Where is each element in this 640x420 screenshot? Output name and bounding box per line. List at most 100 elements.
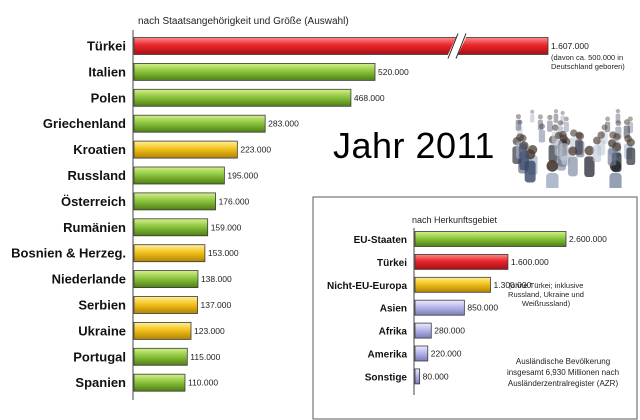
value-label-ukraine: 123.000 [194,326,225,336]
crowd-figure-head [546,160,559,172]
crowd-figure-head [551,124,559,131]
inset-value-label-asien: 850.000 [467,303,498,313]
category-label-bosnien-herzeg: Bosnien & Herzeg. [11,246,126,261]
axis-break-line [455,33,467,59]
crowd-figure-body [567,156,578,177]
value-label-rumaenien: 159.000 [211,222,242,232]
category-label-griechenland: Griechenland [43,116,126,131]
bar-portugal [133,347,188,366]
inset-footnote-line: Ausländerzentralregister (AZR) [508,379,619,388]
inset-chart-bars: EU-Staaten 2.600.000 Türkei 1.600.000 Nicht-… [327,231,619,388]
value-label-tuerkei: 1.607.000 [551,41,589,51]
crowd-figure-head [538,123,545,130]
crowd-figure-body [559,143,569,161]
crowd-figure-body [592,145,602,163]
crowd-figure-body [538,129,546,143]
inset-footnote-line: insgesamt 6,930 Millionen nach [507,368,619,377]
crowd-figure-head [530,109,535,114]
category-label-tuerkei: Türkei [87,39,126,54]
crowd-figure-head [575,131,583,139]
bar-bosnien-herzeg [133,244,206,263]
annotation-line: Deutschland geboren) [551,62,625,71]
category-label-russland: Russland [67,168,126,183]
inset-value-label-eu-staaten: 2.600.000 [569,234,607,244]
axis-break-gap [446,34,468,58]
crowd-figure-body [530,114,535,123]
inset-bar-amerika [414,345,429,362]
value-label-italien: 520.000 [378,67,409,77]
crowd-figure-head [560,110,565,116]
inset-annotation-line: Russland, Ukraine und [508,290,584,299]
bar-polen [133,88,352,107]
bar-oesterreich [133,192,216,211]
inset-category-label-tuerkei: Türkei [377,258,407,269]
year-label: Jahr 2011 [333,125,495,166]
inset-category-label-nicht-eu-europa: Nicht-EU-Europa [327,281,407,292]
inset-category-label-asien: Asien [380,304,407,315]
category-label-niederlande: Niederlande [52,272,126,287]
value-label-portugal: 115.000 [190,352,220,362]
inset-bar-tuerkei [414,253,509,270]
inset-category-label-eu-staaten: EU-Staaten [354,235,407,246]
category-label-italien: Italien [88,64,126,79]
category-label-polen: Polen [91,90,126,105]
crowd-figure-body [547,120,553,132]
category-label-ukraine: Ukraine [78,323,126,338]
crowd-figure-body [626,147,636,166]
inset-bar-sonstige [414,368,421,385]
bar-niederlande [133,270,199,289]
bar-tuerkei [133,37,549,55]
bar-griechenland [133,114,266,133]
main-chart-title: nach Staatsangehörigkeit und Größe (Ausw… [138,16,349,27]
crowd-figure-head [615,120,622,127]
main-chart: nach Staatsangehörigkeit und Größe (Ausw… [11,16,625,400]
crowd-figure-head [593,136,601,145]
bar-kroatien [133,140,238,159]
category-label-serbien: Serbien [78,298,126,313]
crowd-figure-head [553,109,559,114]
inset-value-label-nicht-eu-europa: 1.300.000 [494,280,532,290]
inset-bar-afrika [414,322,432,339]
crowd-figure-body [584,156,595,178]
bar-rumaenien [133,218,209,237]
inset-footnote-line: Ausländische Bevölkerung [516,357,610,366]
bar-serbien [133,296,198,314]
inset-annotation-line: (ohne Türkei; inklusive [509,281,584,290]
crowd-figure-body [546,172,559,188]
bar-spanien [133,373,186,392]
inset-bar-eu-staaten [414,231,567,247]
category-label-rumaenien: Rumänien [63,220,126,235]
crowd-figure-head [597,131,605,139]
axis-break-line [447,33,459,59]
inset-value-label-amerika: 220.000 [431,349,462,359]
crowd-figure-body [515,119,522,131]
value-label-griechenland: 283.000 [268,119,299,129]
inset-value-label-afrika: 280.000 [434,326,465,336]
crowd-figure-body [605,121,611,132]
bar-italien [133,63,376,81]
bar-ukraine [133,321,192,340]
crowd-figure-body [563,121,569,132]
crowd-figure-head [601,124,608,131]
value-label-russland: 195.000 [227,171,258,181]
crowd-figure-head [605,116,610,122]
crowd-figure-head [547,114,553,121]
category-label-kroatien: Kroatien [73,142,126,157]
value-label-spanien: 110.000 [188,378,218,388]
crowd-figure-head [557,120,564,126]
crowd-figure-head [584,145,595,156]
inset-category-label-sonstige: Sonstige [365,372,408,383]
value-label-niederlande: 138.000 [201,274,232,284]
crowd-figure-body [615,113,621,124]
crowd-figure-head [623,119,630,126]
crowd-figure-body [518,142,527,159]
crowd-figure-head [626,138,635,147]
inset-chart-title: nach Herkunftsgebiet [412,215,498,225]
crowd-figure-head [537,114,543,120]
inset-bar-nicht-eu-europa [414,276,491,293]
inset-annotation-line: Weißrussland) [522,299,571,308]
value-label-bosnien-herzeg: 153.000 [208,248,239,258]
inset-value-label-tuerkei: 1.600.000 [511,257,549,267]
inset-value-label-sonstige: 80.000 [423,371,449,381]
